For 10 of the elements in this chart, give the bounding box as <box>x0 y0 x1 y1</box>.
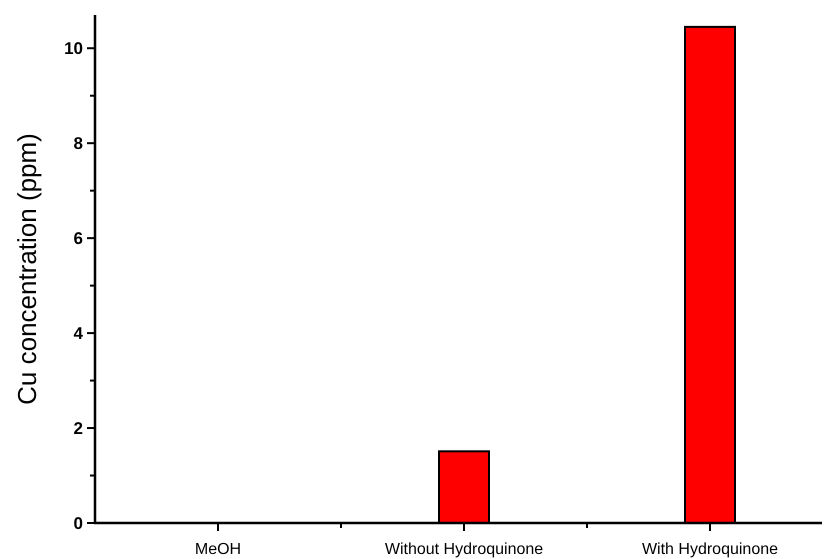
y-tick-label: 0 <box>74 514 83 533</box>
x-tick-label: Without Hydroquinone <box>384 541 544 558</box>
y-tick-label: 8 <box>74 134 83 154</box>
y-tick-label: 2 <box>74 418 83 438</box>
y-tick-label: 4 <box>74 324 84 344</box>
y-axis-title: Cu concentration (ppm) <box>12 133 42 405</box>
x-tick-label: With Hydroquinone <box>642 541 778 558</box>
y-tick-label: 6 <box>74 229 83 248</box>
x-tick-label: MeOH <box>194 541 242 558</box>
y-tick-label: 10 <box>64 39 83 58</box>
